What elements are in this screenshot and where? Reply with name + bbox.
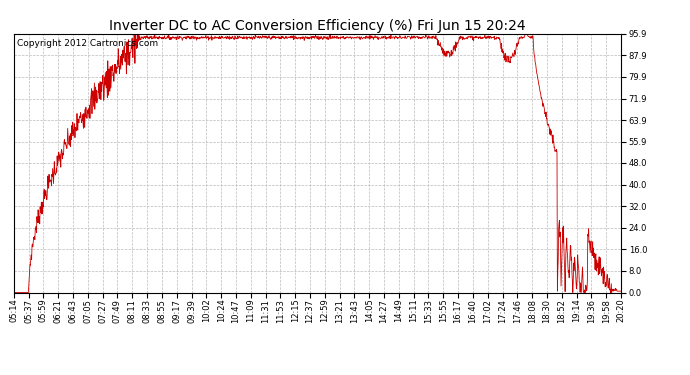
- Text: Copyright 2012 Cartronics.com: Copyright 2012 Cartronics.com: [17, 39, 158, 48]
- Title: Inverter DC to AC Conversion Efficiency (%) Fri Jun 15 20:24: Inverter DC to AC Conversion Efficiency …: [109, 19, 526, 33]
